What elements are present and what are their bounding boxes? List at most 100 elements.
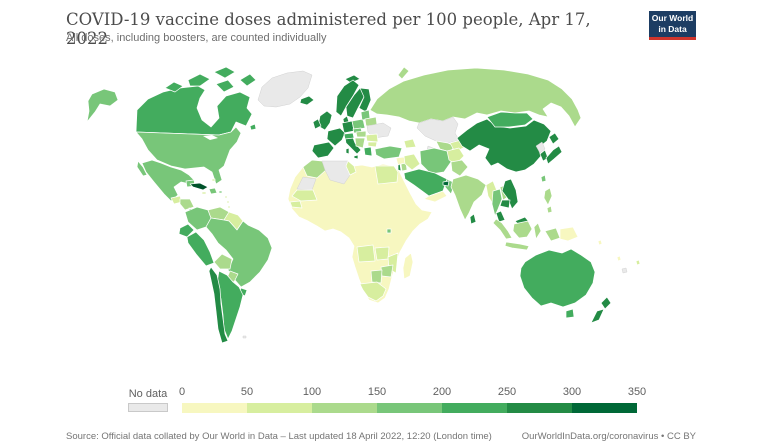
country-japan-honshu[interactable] [545, 145, 563, 165]
country-puerto-rico[interactable] [218, 190, 223, 194]
country-vanuatu[interactable] [616, 255, 622, 262]
country-antilles-2[interactable] [226, 200, 230, 204]
country-yemen[interactable] [423, 190, 448, 203]
country-afghanistan[interactable] [446, 147, 465, 165]
country-thailand[interactable] [491, 188, 503, 217]
country-indonesia-kalimantan[interactable] [512, 220, 533, 239]
country-greenland[interactable] [257, 70, 313, 108]
country-canada-newfoundland[interactable] [249, 123, 257, 131]
country-uk[interactable] [317, 110, 333, 131]
country-ecuador[interactable] [178, 223, 195, 238]
country-new-caledonia[interactable] [621, 267, 628, 274]
country-mexico[interactable] [141, 159, 196, 202]
country-pakistan[interactable] [450, 159, 469, 177]
country-kazakhstan[interactable] [416, 116, 460, 144]
country-canada-arctic-2[interactable] [187, 73, 211, 87]
country-greece[interactable] [363, 146, 373, 157]
country-canada-arctic-1[interactable] [164, 81, 184, 93]
country-iceland[interactable] [299, 95, 315, 106]
country-novaya-zemlya[interactable] [397, 66, 410, 80]
footer-link[interactable]: OurWorldInData.org/coronavirus • CC BY [521, 431, 696, 442]
country-brazil[interactable] [205, 217, 273, 288]
country-australia[interactable] [519, 248, 596, 308]
country-papua-new-guinea[interactable] [559, 226, 579, 242]
country-poland[interactable] [351, 118, 366, 131]
country-zambia[interactable] [374, 246, 390, 261]
country-mauritania[interactable] [291, 189, 318, 202]
country-chile[interactable] [208, 266, 229, 344]
country-hispaniola[interactable] [208, 187, 218, 195]
country-canada-baffin[interactable] [215, 79, 235, 93]
country-bolivia[interactable] [213, 253, 233, 270]
country-cuba[interactable] [189, 182, 209, 191]
country-taiwan[interactable] [540, 174, 547, 183]
country-tasmania[interactable] [565, 308, 575, 319]
country-turkey[interactable] [374, 145, 403, 160]
country-antilles-3[interactable] [227, 205, 231, 209]
country-bahamas[interactable] [211, 178, 216, 182]
country-romania[interactable] [365, 133, 379, 143]
legend-no-data-swatch[interactable] [128, 403, 168, 412]
country-angola[interactable] [356, 244, 376, 263]
country-usa[interactable] [135, 126, 242, 185]
country-fiji[interactable] [635, 259, 641, 266]
country-indonesia-sulawesi[interactable] [533, 222, 542, 240]
country-mongolia[interactable] [486, 111, 534, 128]
country-sicily[interactable] [353, 154, 359, 160]
country-jamaica[interactable] [201, 191, 207, 195]
country-tunisia[interactable] [345, 160, 357, 176]
country-hungary-slovakia[interactable] [355, 130, 367, 138]
country-balkans[interactable] [354, 137, 366, 149]
country-malaysia[interactable] [495, 210, 506, 223]
country-uae[interactable] [442, 180, 450, 187]
country-bulgaria[interactable] [367, 141, 378, 148]
country-ireland[interactable] [312, 118, 322, 130]
country-north-korea[interactable] [535, 141, 546, 154]
country-sweden[interactable] [345, 87, 366, 119]
country-israel[interactable] [397, 163, 402, 172]
country-uzbekistan[interactable] [435, 140, 456, 153]
country-jordan[interactable] [400, 162, 408, 172]
country-indonesia-papua[interactable] [544, 227, 561, 242]
country-sri-lanka[interactable] [469, 213, 477, 225]
country-philippines[interactable] [543, 187, 553, 206]
country-mexico-baja[interactable] [136, 160, 148, 177]
country-south-africa[interactable] [359, 281, 387, 302]
country-indonesia-java[interactable] [504, 241, 530, 251]
country-japan-hokkaido[interactable] [548, 132, 560, 145]
country-india[interactable] [450, 174, 487, 221]
country-solomon-islands[interactable] [597, 239, 603, 246]
country-philippines-mindanao[interactable] [546, 205, 553, 214]
country-new-zealand-south[interactable] [590, 308, 605, 324]
country-rwanda[interactable] [386, 228, 392, 234]
owid-logo[interactable]: Our World in Data [649, 11, 696, 40]
country-new-zealand-north[interactable] [600, 296, 612, 310]
country-france[interactable] [326, 127, 346, 147]
country-sardinia[interactable] [345, 147, 350, 155]
country-zimbabwe[interactable] [380, 264, 394, 278]
country-botswana[interactable] [370, 269, 383, 284]
country-senegal[interactable] [289, 200, 303, 209]
country-antilles-1[interactable] [224, 195, 228, 199]
country-usa-alaska[interactable] [86, 88, 119, 123]
country-canada-arctic-3[interactable] [213, 66, 236, 79]
country-spain-portugal[interactable] [311, 141, 335, 159]
country-egypt[interactable] [374, 165, 399, 185]
country-madagascar[interactable] [402, 252, 414, 280]
country-indonesia-sumatra[interactable] [492, 218, 513, 240]
country-canada-arctic-4[interactable] [239, 73, 257, 87]
country-switzerland-austria[interactable] [343, 132, 355, 140]
country-peru[interactable] [186, 231, 215, 267]
country-iran[interactable] [419, 147, 452, 175]
country-iraq[interactable] [403, 153, 421, 171]
country-caucasus[interactable] [403, 138, 417, 149]
country-falkland-islands[interactable] [242, 335, 247, 339]
country-cambodia[interactable] [499, 199, 511, 209]
country-canada[interactable] [135, 85, 253, 136]
owid-logo-line2: in Data [658, 24, 687, 34]
country-svalbard[interactable] [344, 74, 361, 84]
continent-africa-base[interactable] [287, 159, 433, 304]
legend-tick-50: 50 [240, 386, 254, 398]
legend-color-scale[interactable]: 0 50 100 150 200 250 300 350 [179, 386, 646, 416]
country-vietnam[interactable] [501, 178, 519, 210]
